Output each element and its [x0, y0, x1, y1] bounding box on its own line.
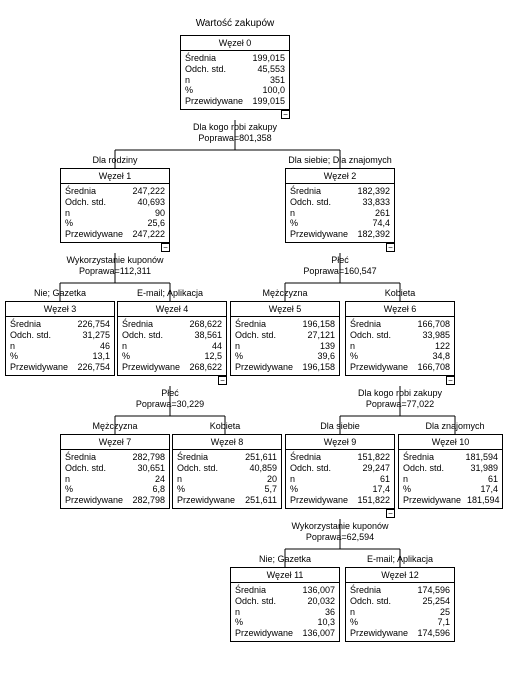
- collapse-icon[interactable]: −: [281, 110, 290, 119]
- node-0: Węzeł 0 Średnia199,015 Odch. std.45,553 …: [180, 35, 290, 110]
- node-6: Węzeł 6 Średnia166,708 Odch. std.33,985 …: [345, 301, 455, 376]
- split-4-var: Płeć: [135, 388, 205, 398]
- branch-1: Dla rodziny: [70, 155, 160, 165]
- node-10: Węzeł 10 Średnia181,594 Odch. std.31,989…: [398, 434, 503, 509]
- split-1-imp: Poprawa=112,311: [55, 266, 175, 276]
- node-11: Węzeł 11 Średnia136,007 Odch. std.20,032…: [230, 567, 340, 642]
- node-12: Węzeł 12 Średnia174,596 Odch. std.25,254…: [345, 567, 455, 642]
- tree-canvas: Wartość zakupów Węzeł 0 Średnia199,015 O…: [10, 10, 500, 674]
- node-5: Węzeł 5 Średnia196,158 Odch. std.27,121 …: [230, 301, 340, 376]
- node-2: Węzeł 2 Średnia182,392 Odch. std.33,833 …: [285, 168, 395, 243]
- tree-title: Wartość zakupów: [180, 18, 290, 29]
- branch-12: E-mail; Aplikacja: [355, 554, 445, 564]
- split-6-var: Dla kogo robi zakupy: [340, 388, 460, 398]
- branch-3: Nie; Gazetka: [20, 288, 100, 298]
- collapse-icon[interactable]: −: [446, 376, 455, 385]
- branch-11: Nie; Gazetka: [245, 554, 325, 564]
- node-0-title: Węzeł 0: [181, 36, 289, 50]
- split-9-var: Wykorzystanie kuponów: [280, 521, 400, 531]
- node-8: Węzeł 8 Średnia251,611 Odch. std.40,859 …: [172, 434, 282, 509]
- collapse-icon[interactable]: −: [386, 509, 395, 518]
- branch-6: Kobieta: [365, 288, 435, 298]
- node-4: Węzeł 4 Średnia268,622 Odch. std.38,561 …: [117, 301, 227, 376]
- branch-10: Dla znajomych: [415, 421, 495, 431]
- node-3: Węzeł 3 Średnia226,754 Odch. std.31,275 …: [5, 301, 115, 376]
- split-0-imp: Poprawa=801,358: [175, 133, 295, 143]
- split-0-var: Dla kogo robi zakupy: [175, 122, 295, 132]
- split-6-imp: Poprawa=77,022: [345, 399, 455, 409]
- node-1: Węzeł 1 Średnia247,222 Odch. std.40,693 …: [60, 168, 170, 243]
- collapse-icon[interactable]: −: [218, 376, 227, 385]
- split-4-imp: Poprawa=30,229: [115, 399, 225, 409]
- branch-2: Dla siebie; Dla znajomych: [280, 155, 400, 165]
- collapse-icon[interactable]: −: [386, 243, 395, 252]
- split-1-var: Wykorzystanie kuponów: [55, 255, 175, 265]
- branch-5: Mężczyzna: [245, 288, 325, 298]
- branch-8: Kobieta: [190, 421, 260, 431]
- node-7: Węzeł 7 Średnia282,798 Odch. std.30,651 …: [60, 434, 170, 509]
- branch-9: Dla siebie: [305, 421, 375, 431]
- collapse-icon[interactable]: −: [161, 243, 170, 252]
- branch-4: E-mail; Aplikacja: [125, 288, 215, 298]
- split-9-imp: Poprawa=62,594: [285, 532, 395, 542]
- branch-7: Mężczyzna: [75, 421, 155, 431]
- node-9: Węzeł 9 Średnia151,822 Odch. std.29,247 …: [285, 434, 395, 509]
- split-2-imp: Poprawa=160,547: [280, 266, 400, 276]
- split-2-var: Płeć: [300, 255, 380, 265]
